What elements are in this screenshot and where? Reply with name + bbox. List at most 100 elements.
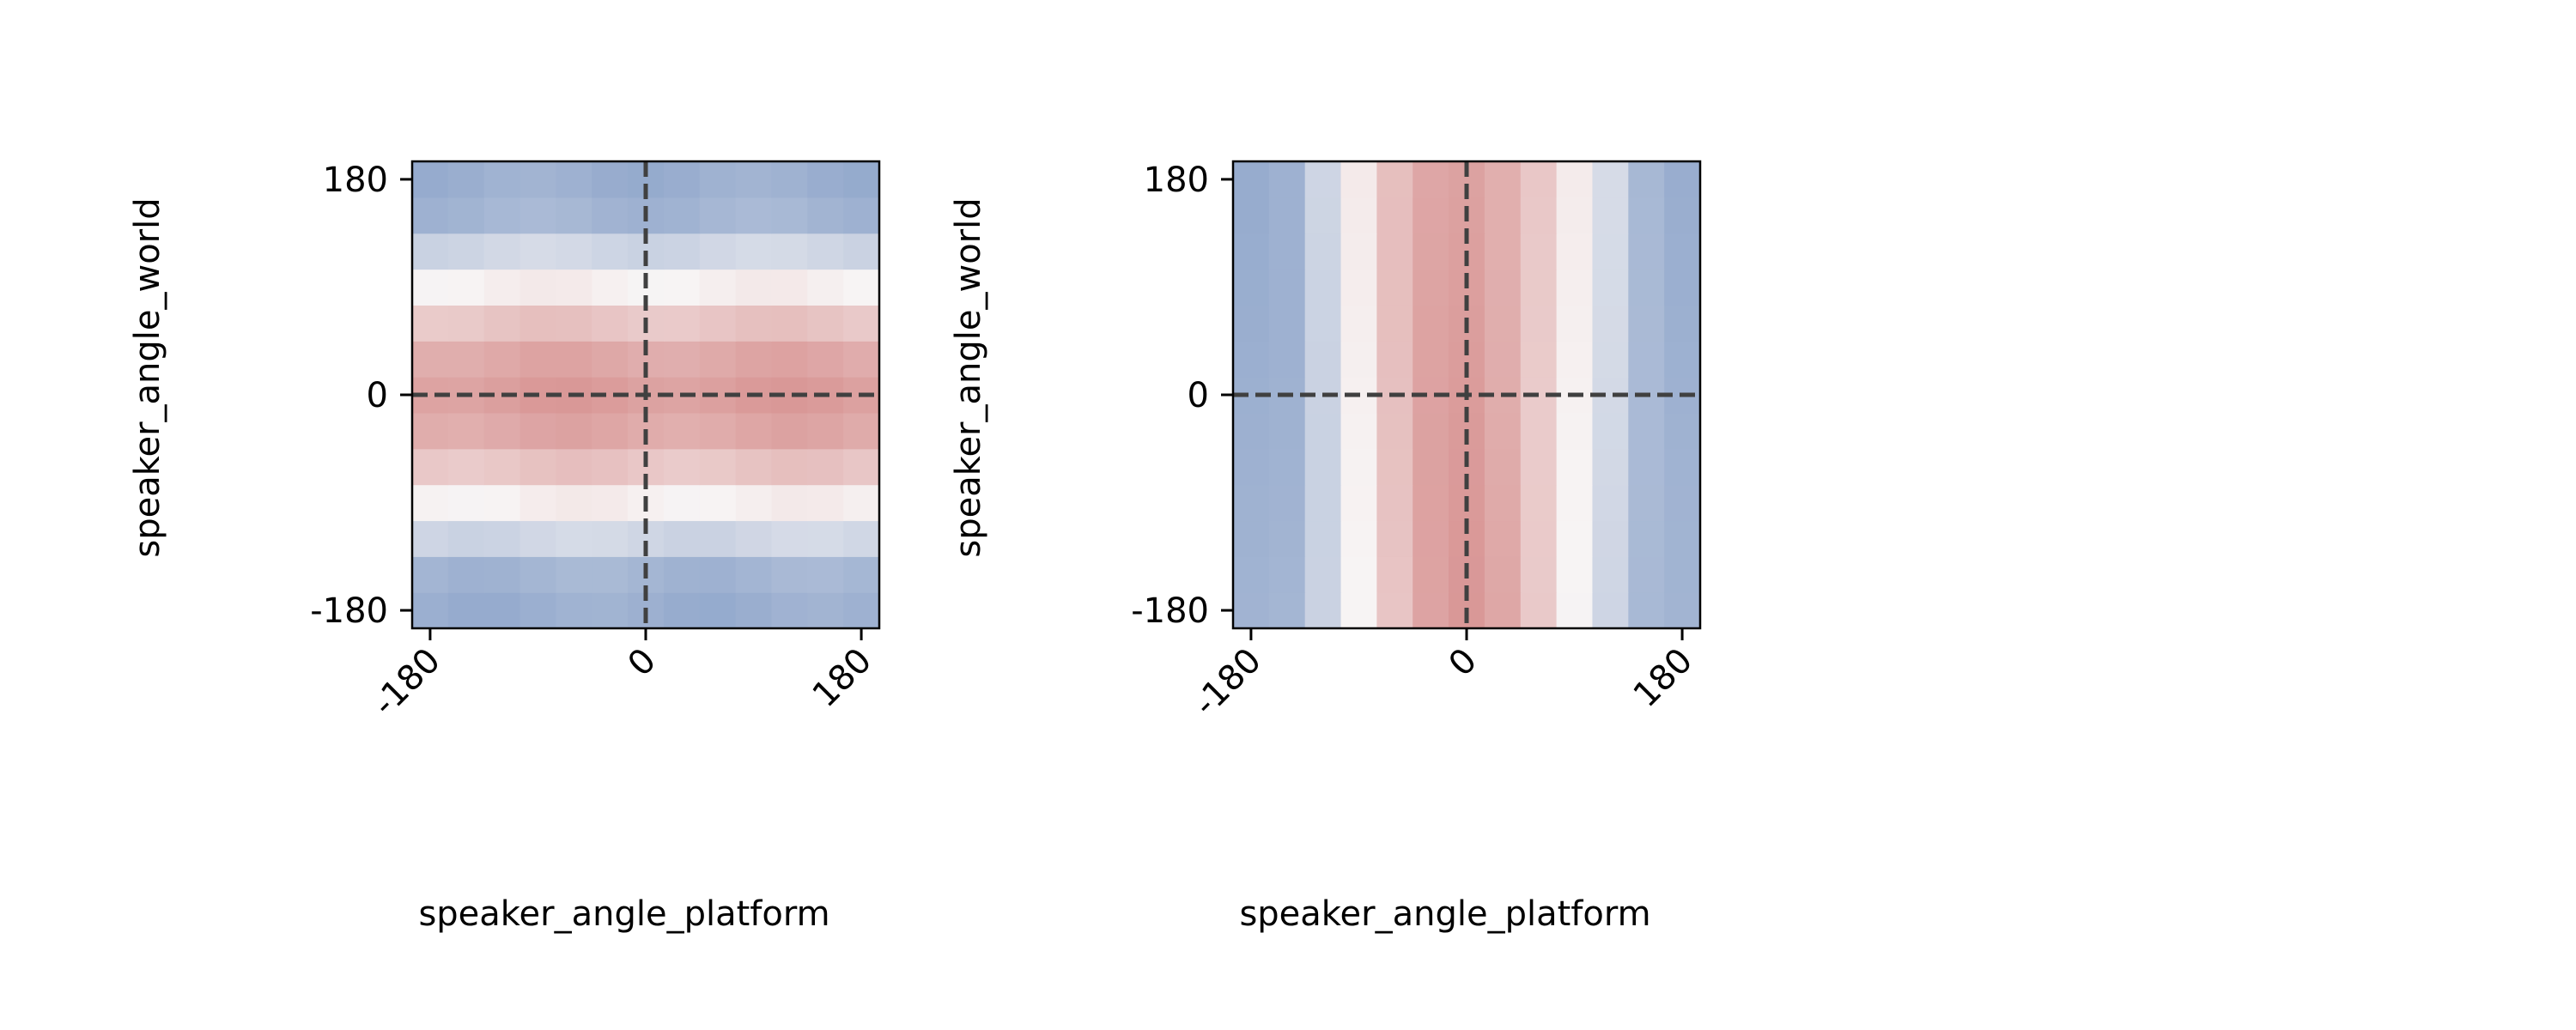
heatmap-cell: [699, 305, 737, 342]
heatmap-cell: [1233, 556, 1270, 593]
heatmap-cell: [1268, 197, 1306, 234]
heatmap-cell: [592, 161, 629, 198]
heatmap-cell: [1304, 520, 1342, 557]
heatmap-cell: [771, 305, 808, 342]
heatmap-cell: [1664, 412, 1701, 450]
heatmap-cell: [412, 341, 449, 378]
heatmap-cell: [556, 197, 592, 234]
heatmap-cell: [1556, 341, 1594, 378]
heatmap-cell: [1340, 341, 1377, 378]
heatmap-cell: [1340, 197, 1377, 234]
y-tick-label: -180: [310, 591, 388, 631]
heatmap-cell: [807, 592, 844, 629]
heatmap-cell: [1628, 161, 1665, 198]
heatmap-cell: [1413, 556, 1449, 593]
heatmap-cell: [1628, 233, 1665, 270]
heatmap-cell: [1484, 556, 1522, 593]
heatmap-cell: [771, 556, 808, 593]
heatmap-cell: [447, 556, 485, 593]
heatmap-cell: [1413, 161, 1449, 198]
heatmap-cell: [1520, 269, 1558, 306]
heatmap-cell: [1592, 161, 1629, 198]
heatmap-cell: [843, 233, 880, 270]
heatmap-cell: [735, 484, 773, 522]
heatmap-cell: [663, 269, 701, 306]
heatmap-cell: [1376, 305, 1413, 342]
heatmap-cell: [447, 269, 485, 306]
y-tick-label: 180: [1144, 161, 1209, 200]
heatmap-cell: [1484, 520, 1522, 557]
heatmap-cell: [699, 556, 737, 593]
heatmap-cell: [1556, 556, 1594, 593]
heatmap-cell: [592, 197, 629, 234]
heatmap-cell: [1664, 305, 1701, 342]
heatmap-cell: [519, 520, 556, 557]
heatmap-cell: [1304, 412, 1342, 450]
heatmap-cell: [592, 592, 629, 629]
heatmap-cell: [1628, 341, 1665, 378]
heatmap-cell: [1304, 233, 1342, 270]
heatmap-cell: [1233, 520, 1270, 557]
heatmap-cell: [1556, 305, 1594, 342]
heatmap-cell: [843, 269, 880, 306]
heatmap-cell: [1664, 484, 1701, 522]
heatmap-cell: [1592, 484, 1629, 522]
heatmap-cell: [1233, 341, 1270, 378]
heatmap-cell: [1484, 161, 1522, 198]
heatmap-cell: [771, 341, 808, 378]
heatmap-cell: [1592, 305, 1629, 342]
heatmap-cell: [1340, 269, 1377, 306]
y-tick-label: 0: [367, 376, 388, 415]
heatmap-cell: [735, 197, 773, 234]
heatmap-cell: [1376, 520, 1413, 557]
heatmap-cell: [1233, 161, 1270, 198]
x-tick-label: 0: [621, 641, 665, 685]
heatmap-cell: [519, 412, 556, 450]
heatmap-cell: [483, 305, 521, 342]
heatmap-cell: [771, 448, 808, 486]
heatmap-cell: [1628, 269, 1665, 306]
heatmap-cell: [1484, 341, 1522, 378]
heatmap-cell: [1664, 448, 1701, 486]
y-tick-label: -180: [1131, 591, 1209, 631]
heatmap-cell: [771, 269, 808, 306]
heatmap-cell: [771, 233, 808, 270]
heatmap-cell: [843, 592, 880, 629]
heatmap-cell: [1520, 305, 1558, 342]
heatmap-cell: [771, 520, 808, 557]
heatmap-cell: [1556, 412, 1594, 450]
heatmap-cell: [412, 484, 449, 522]
heatmap-cell: [1664, 341, 1701, 378]
heatmap-cell: [1233, 305, 1270, 342]
heatmap-cell: [843, 161, 880, 198]
heatmap-cell: [1304, 484, 1342, 522]
heatmap-cell: [807, 161, 844, 198]
heatmap-cell: [1268, 341, 1306, 378]
heatmap-cell: [699, 233, 737, 270]
heatmap-cell: [483, 269, 521, 306]
heatmap-cell: [663, 305, 701, 342]
heatmap-cell: [483, 484, 521, 522]
heatmap-cell: [1520, 161, 1558, 198]
heatmap-cell: [807, 233, 844, 270]
heatmap-cell: [807, 556, 844, 593]
heatmap-cell: [447, 412, 485, 450]
heatmap-cell: [1233, 412, 1270, 450]
heatmap-cell: [735, 305, 773, 342]
y-tick-label: 0: [1188, 376, 1209, 415]
heatmap-cell: [483, 592, 521, 629]
heatmap-cell: [807, 305, 844, 342]
heatmap-cell: [1268, 161, 1306, 198]
heatmap-cell: [1556, 233, 1594, 270]
heatmap-cell: [556, 412, 592, 450]
heatmap-cell: [1233, 269, 1270, 306]
heatmap-cell: [1556, 448, 1594, 486]
heatmap-cell: [592, 305, 629, 342]
heatmap-cell: [483, 233, 521, 270]
heatmap-cell: [807, 197, 844, 234]
heatmap-cell: [1628, 520, 1665, 557]
heatmap-cell: [1376, 484, 1413, 522]
heatmap-cell: [519, 556, 556, 593]
heatmap-cell: [1376, 233, 1413, 270]
